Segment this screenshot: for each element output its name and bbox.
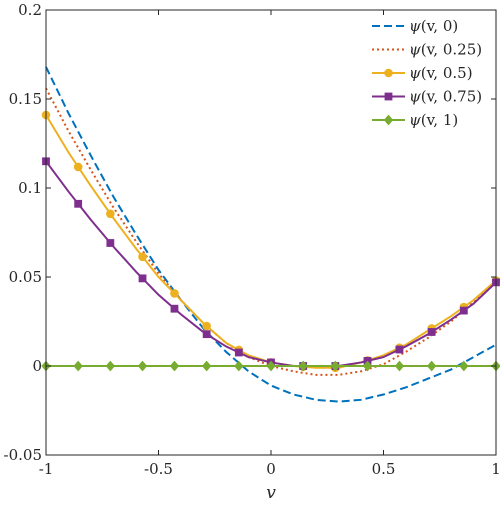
data-point <box>74 199 83 208</box>
data-point <box>427 328 436 336</box>
y-tick-label: 0 <box>32 357 42 375</box>
x-tick-label: 1 <box>491 460 500 478</box>
data-point <box>138 274 147 283</box>
data-point <box>459 306 468 315</box>
data-point <box>459 360 469 372</box>
legend-label: ψ(v, 1) <box>409 111 458 129</box>
data-point <box>394 360 405 372</box>
data-point <box>202 321 211 331</box>
y-tick-label: 0.15 <box>9 90 42 108</box>
data-point <box>202 330 211 339</box>
data-point <box>106 239 115 247</box>
data-point <box>73 360 83 372</box>
legend-label: ψ(v, 0.5) <box>409 64 473 82</box>
data-point <box>395 345 404 354</box>
x-axis-ticks: -1 -0.5 0 0.5 1 <box>39 10 500 478</box>
y-tick-label: -0.05 <box>4 446 42 464</box>
data-point <box>330 360 341 372</box>
data-point <box>234 360 244 372</box>
x-axis-label: v <box>266 483 276 503</box>
y-tick-label: 0.1 <box>18 179 42 197</box>
data-point <box>73 162 83 172</box>
legend-item: ψ(v, 1) <box>372 111 458 129</box>
legend-marker <box>383 114 394 126</box>
data-point <box>137 360 148 372</box>
data-point <box>362 360 373 372</box>
series-3 <box>42 157 500 370</box>
data-point <box>298 360 308 372</box>
y-tick-label: 0.05 <box>9 268 42 286</box>
legend-marker <box>384 92 393 101</box>
data-point <box>426 360 437 372</box>
data-point <box>106 209 115 219</box>
data-point <box>234 348 243 357</box>
plot-area <box>41 9 500 456</box>
series-line <box>45 66 497 403</box>
legend-item: ψ(v, 0.75) <box>372 88 482 106</box>
data-point <box>266 360 276 372</box>
series-1 <box>45 87 497 376</box>
data-point <box>105 360 116 372</box>
y-axis-ticks: -0.05 0 0.05 0.1 0.15 0.2 <box>4 1 496 464</box>
series-0 <box>45 66 497 403</box>
data-point <box>138 252 147 262</box>
x-tick-label: 0.5 <box>372 460 396 478</box>
legend-item: ψ(v, 0.5) <box>372 64 473 82</box>
data-point <box>169 360 180 372</box>
legend-label: ψ(v, 0.25) <box>409 41 482 59</box>
y-tick-label: 0.2 <box>18 1 42 19</box>
legend-label: ψ(v, 0) <box>409 17 458 35</box>
data-point <box>170 304 179 313</box>
x-tick-label: -1 <box>39 460 54 478</box>
series-line <box>45 87 497 376</box>
legend-label: ψ(v, 0.75) <box>409 88 482 106</box>
legend-item: ψ(v, 0.25) <box>372 41 482 59</box>
series-4 <box>41 360 500 372</box>
legend-item: ψ(v, 0) <box>372 17 458 35</box>
legend-marker <box>384 68 393 78</box>
x-tick-label: -0.5 <box>144 460 173 478</box>
data-point <box>201 360 212 372</box>
data-point <box>170 289 179 298</box>
legend: ψ(v, 0) ψ(v, 0.25) ψ(v, 0.5) ψ(v, 0.75) ψ(v,… <box>372 17 482 129</box>
x-tick-label: 0 <box>266 460 276 478</box>
